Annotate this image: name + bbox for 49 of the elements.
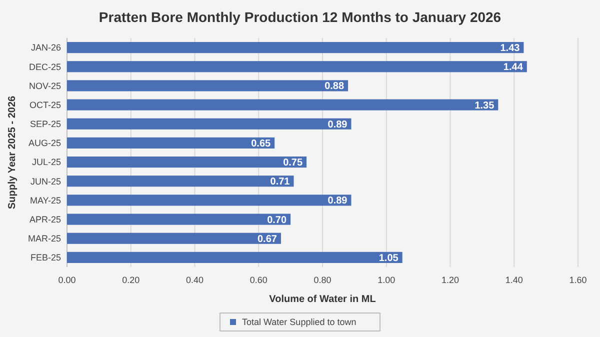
y-tick-label: JAN-26 bbox=[30, 42, 61, 53]
bar bbox=[67, 214, 291, 225]
legend-label: Total Water Supplied to town bbox=[242, 317, 356, 328]
bar bbox=[67, 156, 307, 168]
x-tick-label: 0.80 bbox=[314, 275, 332, 285]
data-label: 1.35 bbox=[474, 100, 495, 112]
bar bbox=[67, 194, 352, 206]
y-tick-label: JUL-25 bbox=[32, 157, 61, 168]
data-label: 0.89 bbox=[328, 119, 348, 130]
x-tick-label: 0.20 bbox=[122, 275, 140, 285]
y-tick-label: SEP-25 bbox=[30, 119, 61, 130]
y-tick-label: NOV-25 bbox=[28, 80, 61, 91]
data-label: 0.71 bbox=[270, 176, 290, 188]
x-tick-label: 1.00 bbox=[378, 275, 396, 285]
bar bbox=[67, 99, 498, 110]
bar bbox=[67, 118, 352, 130]
y-tick-label: JUN-25 bbox=[30, 176, 61, 186]
data-label: 1.05 bbox=[378, 252, 399, 264]
y-axis-title: Supply Year 2025 - 2026 bbox=[7, 95, 18, 210]
chart-title: Pratten Bore Monthly Production 12 Months to January 2026 bbox=[98, 9, 502, 25]
x-tick-label: 1.40 bbox=[505, 275, 523, 285]
y-tick-label: APR-25 bbox=[29, 214, 61, 224]
data-label: 0.75 bbox=[283, 158, 303, 169]
x-tick-label: 0.60 bbox=[250, 275, 268, 285]
x-axis-title: Volume of Water in ML bbox=[269, 294, 376, 305]
x-tick-label: 0.00 bbox=[58, 275, 76, 285]
bar bbox=[67, 232, 281, 244]
data-label: 1.44 bbox=[503, 62, 524, 74]
x-tick-label: 0.40 bbox=[186, 275, 204, 285]
bar bbox=[67, 61, 527, 72]
data-label: 0.65 bbox=[251, 138, 272, 150]
bar bbox=[67, 176, 294, 187]
bar bbox=[67, 252, 402, 263]
y-tick-label: DEC-25 bbox=[28, 62, 61, 72]
x-tick-label: 1.20 bbox=[441, 275, 460, 285]
x-tick-label: 1.60 bbox=[569, 275, 587, 285]
data-label: 0.67 bbox=[258, 234, 278, 245]
data-label: 0.89 bbox=[328, 196, 348, 207]
bar bbox=[67, 42, 524, 54]
bar bbox=[67, 80, 348, 92]
bar bbox=[67, 137, 275, 148]
data-label: 1.43 bbox=[500, 43, 520, 54]
y-tick-label: OCT-25 bbox=[29, 100, 61, 110]
y-tick-label: FEB-25 bbox=[30, 252, 61, 263]
y-tick-label: AUG-25 bbox=[28, 138, 61, 148]
y-tick-label: MAR-25 bbox=[28, 234, 61, 244]
data-label: 0.88 bbox=[324, 81, 344, 92]
data-label: 0.70 bbox=[267, 214, 287, 226]
y-tick-label: MAY-25 bbox=[30, 195, 61, 206]
